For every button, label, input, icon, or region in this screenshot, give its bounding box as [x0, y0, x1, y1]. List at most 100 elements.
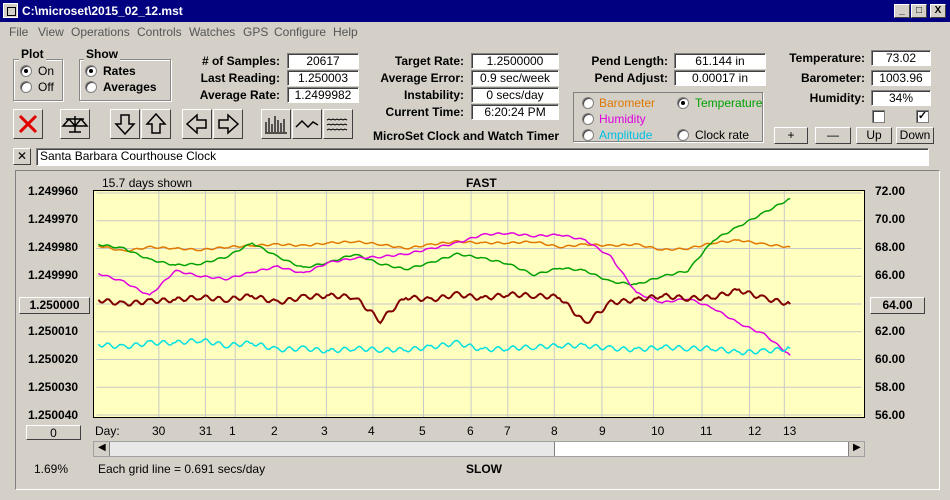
show-rates-label[interactable]: Rates [103, 64, 136, 78]
sensor-select-group [573, 92, 763, 142]
menu-watches[interactable]: Watches [189, 25, 236, 39]
horizontal-scrollbar[interactable]: ◀ ▶ [93, 441, 865, 457]
x-tick: 9 [599, 424, 606, 438]
arrow-left-icon [185, 113, 207, 135]
average-error-label: Average Error: [380, 71, 464, 85]
barometer-readout-label: Barometer: [800, 71, 865, 85]
humidity-label[interactable]: Humidity [599, 112, 646, 126]
y-left-tick: 1.250020 [28, 352, 79, 366]
left-arrow-button[interactable] [182, 109, 212, 139]
menu-controls[interactable]: Controls [137, 25, 182, 39]
option-checkbox-2[interactable]: ✓ [916, 110, 929, 123]
menu-view[interactable]: View [38, 25, 64, 39]
zoom-out-button[interactable]: — [815, 127, 851, 144]
y-right-tick: 68.00 [875, 240, 906, 254]
barometer-radio[interactable] [582, 97, 594, 109]
menu-help[interactable]: Help [333, 25, 358, 39]
x-tick: 4 [368, 424, 375, 438]
balance-icon [61, 116, 89, 133]
menu-configure[interactable]: Configure [274, 25, 327, 39]
app-icon[interactable] [3, 3, 18, 18]
y-right-tick: 60.00 [875, 352, 906, 366]
average-rate-field: 1.2499982 [287, 87, 359, 103]
x-tick: 7 [504, 424, 511, 438]
scroll-left-button[interactable]: ◀ [94, 442, 110, 456]
last-reading-field: 1.250003 [287, 70, 359, 86]
reset-zoom-button[interactable]: 0 [26, 425, 81, 440]
option-checkbox-1[interactable] [872, 110, 885, 123]
raw-button[interactable] [323, 109, 353, 139]
scroll-down-button[interactable]: Down [896, 127, 934, 144]
down-arrow-button[interactable] [110, 109, 140, 139]
histogram-button[interactable] [261, 109, 291, 139]
x-tick: 12 [748, 424, 762, 438]
center-value-button[interactable]: 1.250000 [19, 297, 90, 314]
close-icon: ✕ [16, 149, 28, 163]
maximize-button[interactable]: □ [911, 4, 927, 18]
clock-rate-label[interactable]: Clock rate [695, 128, 750, 142]
plot-group-title: Plot [19, 47, 46, 61]
fast-label: FAST [466, 176, 497, 190]
scroll-right-button[interactable]: ▶ [848, 442, 864, 456]
show-averages-radio[interactable] [85, 81, 97, 93]
barometer-field: 1003.96 [871, 70, 931, 86]
plot-off-label[interactable]: Off [38, 80, 54, 94]
balance-button[interactable] [60, 109, 90, 139]
smooth-button[interactable] [292, 109, 322, 139]
x-tick: 1 [229, 424, 236, 438]
arrow-right-icon [218, 113, 240, 135]
y-left-tick: 1.250040 [28, 408, 79, 422]
x-tick: 10 [651, 424, 665, 438]
scroll-thumb[interactable] [554, 442, 848, 456]
temperature-readout-label: Temperature: [789, 51, 865, 65]
average-rate-label: Average Rate: [199, 88, 280, 102]
x-tick: 11 [700, 424, 713, 438]
temperature-label[interactable]: Temperature [695, 96, 763, 110]
x-tick: 30 [152, 424, 166, 438]
current-time-label: Current Time: [385, 105, 464, 119]
chart-panel [15, 170, 940, 490]
menu-gps[interactable]: GPS [243, 25, 269, 39]
menu-file[interactable]: File [9, 25, 29, 39]
amplitude-radio[interactable] [582, 129, 594, 141]
days-shown-label: 15.7 days shown [102, 176, 193, 190]
amplitude-label[interactable]: Amplitude [599, 128, 653, 142]
barometer-label[interactable]: Barometer [599, 96, 656, 110]
temperature-radio[interactable] [677, 97, 689, 109]
plot-on-label[interactable]: On [38, 64, 55, 78]
stop-button[interactable] [13, 109, 43, 139]
day-axis-label: Day: [95, 424, 120, 438]
clear-name-button[interactable]: ✕ [13, 148, 31, 165]
grid-note: Each grid line = 0.691 secs/day [98, 462, 266, 476]
show-averages-label[interactable]: Averages [103, 80, 157, 94]
scroll-up-button[interactable]: Up [856, 127, 892, 144]
humidity-radio[interactable] [582, 113, 594, 125]
minimize-button[interactable]: _ [894, 4, 910, 18]
instability-field: 0 secs/day [471, 87, 559, 103]
y-left-tick: 1.249990 [28, 268, 79, 282]
series-barometer [98, 239, 791, 253]
samples-label: # of Samples: [201, 54, 280, 68]
plot-on-radio[interactable] [20, 65, 32, 77]
close-button[interactable]: X [930, 4, 946, 18]
show-rates-radio[interactable] [85, 65, 97, 77]
show-group [79, 59, 171, 101]
clock-name-input[interactable]: Santa Barbara Courthouse Clock [36, 148, 929, 166]
zoom-in-button[interactable]: + [774, 127, 808, 144]
center-temp-button[interactable]: 64.00 [870, 297, 925, 314]
series-amplitude [97, 337, 791, 356]
y-right-tick: 66.00 [875, 268, 906, 282]
right-arrow-button[interactable] [213, 109, 243, 139]
up-arrow-button[interactable] [141, 109, 171, 139]
x-icon [18, 114, 38, 134]
plot-off-radio[interactable] [20, 81, 32, 93]
arrow-down-icon [114, 114, 136, 136]
app-caption: MicroSet Clock and Watch Timer [373, 129, 560, 143]
pend-adjust-label: Pend Adjust: [594, 71, 668, 85]
clock-rate-radio[interactable] [677, 129, 689, 141]
y-right-tick: 70.00 [875, 212, 906, 226]
temperature-field: 73.02 [871, 50, 931, 66]
y-right-tick: 58.00 [875, 380, 906, 394]
menu-operations[interactable]: Operations [71, 25, 130, 39]
chart-plot-area [93, 190, 865, 418]
